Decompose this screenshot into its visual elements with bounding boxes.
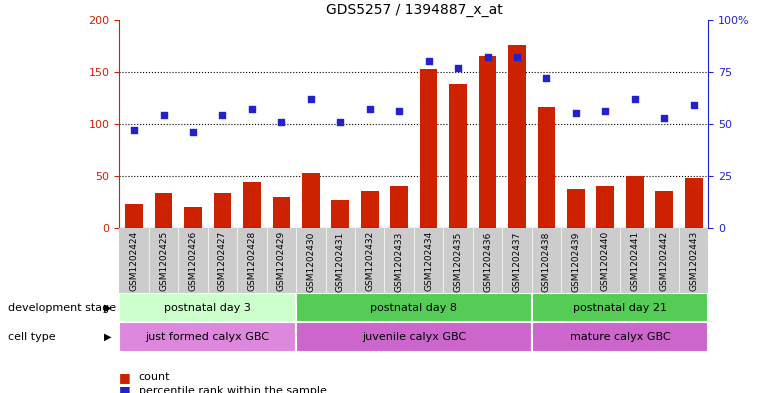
Point bbox=[658, 114, 671, 121]
Bar bbox=[331, 200, 349, 228]
Text: GSM1202427: GSM1202427 bbox=[218, 231, 227, 292]
Text: GSM1202424: GSM1202424 bbox=[129, 231, 139, 291]
Bar bbox=[243, 182, 261, 228]
Text: GSM1202430: GSM1202430 bbox=[306, 231, 315, 292]
Point bbox=[599, 108, 611, 114]
Text: development stage: development stage bbox=[8, 303, 115, 312]
Text: GSM1202442: GSM1202442 bbox=[660, 231, 668, 291]
Bar bbox=[655, 191, 673, 228]
Text: GSM1202435: GSM1202435 bbox=[454, 231, 463, 292]
Text: just formed calyx GBC: just formed calyx GBC bbox=[146, 332, 270, 342]
Text: GSM1202438: GSM1202438 bbox=[542, 231, 551, 292]
Point bbox=[688, 102, 700, 108]
Text: GSM1202440: GSM1202440 bbox=[601, 231, 610, 292]
Text: GSM1202426: GSM1202426 bbox=[189, 231, 197, 292]
Text: postnatal day 3: postnatal day 3 bbox=[164, 303, 251, 312]
Bar bbox=[508, 45, 526, 228]
Text: ▶: ▶ bbox=[104, 303, 112, 312]
Bar bbox=[449, 84, 467, 228]
Text: GSM1202425: GSM1202425 bbox=[159, 231, 168, 292]
Point bbox=[157, 112, 169, 119]
Bar bbox=[155, 193, 172, 228]
Point bbox=[541, 75, 553, 81]
Text: percentile rank within the sample: percentile rank within the sample bbox=[139, 386, 326, 393]
Text: juvenile calyx GBC: juvenile calyx GBC bbox=[362, 332, 466, 342]
Point bbox=[481, 54, 494, 60]
Point bbox=[393, 108, 405, 114]
Text: ▶: ▶ bbox=[104, 332, 112, 342]
Text: GSM1202437: GSM1202437 bbox=[513, 231, 521, 292]
Text: postnatal day 8: postnatal day 8 bbox=[370, 303, 457, 312]
Bar bbox=[532, 322, 708, 352]
Bar bbox=[184, 207, 202, 228]
Bar bbox=[537, 107, 555, 228]
Bar bbox=[420, 69, 437, 228]
Text: GSM1202433: GSM1202433 bbox=[395, 231, 403, 292]
Text: GSM1202432: GSM1202432 bbox=[365, 231, 374, 292]
Bar bbox=[213, 193, 231, 228]
Point bbox=[363, 106, 376, 112]
Point bbox=[511, 54, 523, 60]
Text: GSM1202431: GSM1202431 bbox=[336, 231, 345, 292]
Text: ■: ■ bbox=[119, 384, 131, 393]
Text: GSM1202443: GSM1202443 bbox=[689, 231, 698, 292]
Text: cell type: cell type bbox=[8, 332, 55, 342]
Point bbox=[187, 129, 199, 135]
Text: GSM1202434: GSM1202434 bbox=[424, 231, 433, 292]
Bar bbox=[626, 176, 644, 228]
Point bbox=[570, 110, 582, 117]
Bar bbox=[119, 322, 296, 352]
Title: GDS5257 / 1394887_x_at: GDS5257 / 1394887_x_at bbox=[326, 3, 502, 17]
Point bbox=[334, 119, 346, 125]
Text: GSM1202439: GSM1202439 bbox=[571, 231, 581, 292]
Text: postnatal day 21: postnatal day 21 bbox=[573, 303, 667, 312]
Text: count: count bbox=[139, 372, 170, 382]
Bar bbox=[273, 196, 290, 228]
Point bbox=[305, 95, 317, 102]
Point bbox=[452, 64, 464, 71]
Point bbox=[216, 112, 229, 119]
Bar bbox=[685, 178, 702, 228]
Bar bbox=[126, 204, 143, 228]
Bar bbox=[119, 293, 296, 322]
Text: mature calyx GBC: mature calyx GBC bbox=[570, 332, 671, 342]
Text: ■: ■ bbox=[119, 371, 131, 384]
Bar bbox=[296, 293, 531, 322]
Bar bbox=[361, 191, 379, 228]
Text: GSM1202429: GSM1202429 bbox=[277, 231, 286, 292]
Bar bbox=[302, 173, 320, 228]
Point bbox=[423, 58, 435, 64]
Bar bbox=[479, 56, 497, 228]
Text: GSM1202441: GSM1202441 bbox=[631, 231, 639, 292]
Bar bbox=[532, 293, 708, 322]
Bar bbox=[567, 189, 584, 228]
Point bbox=[628, 95, 641, 102]
Bar bbox=[390, 186, 408, 228]
Point bbox=[275, 119, 287, 125]
Text: GSM1202436: GSM1202436 bbox=[483, 231, 492, 292]
Point bbox=[128, 127, 140, 133]
Bar bbox=[296, 322, 531, 352]
Point bbox=[246, 106, 258, 112]
Bar bbox=[597, 186, 614, 228]
Text: GSM1202428: GSM1202428 bbox=[247, 231, 256, 292]
